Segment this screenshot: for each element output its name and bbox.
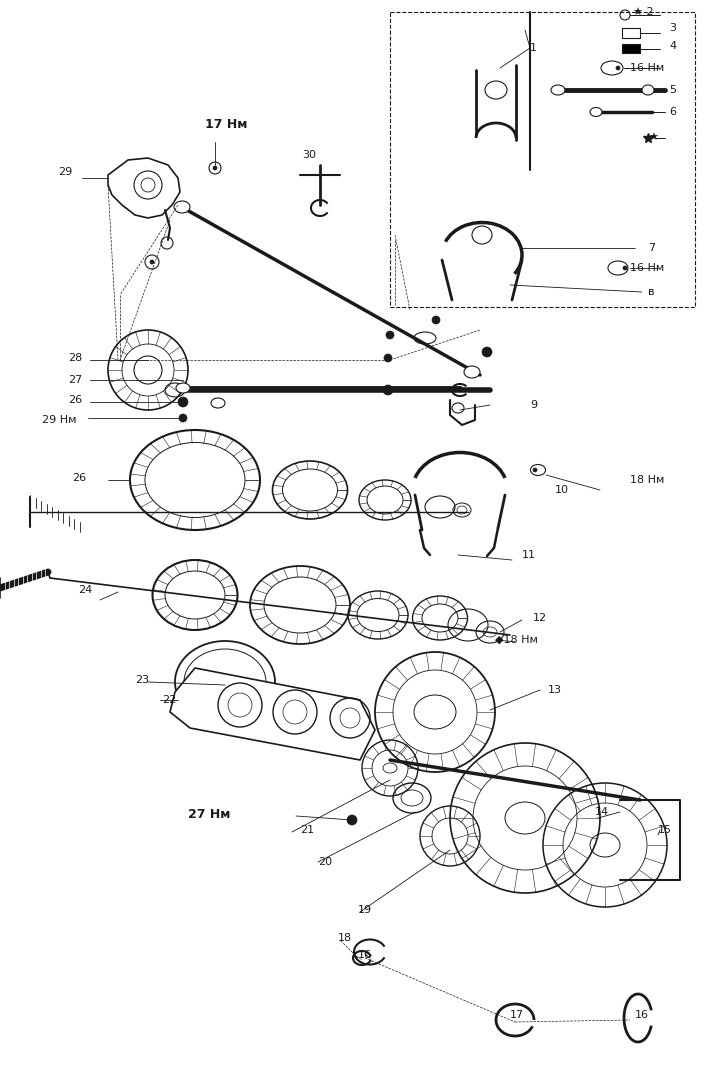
Circle shape — [623, 266, 627, 270]
Ellipse shape — [165, 383, 185, 397]
Text: 6: 6 — [669, 108, 676, 117]
Text: ◆18 Нм: ◆18 Нм — [495, 635, 538, 645]
Text: 14: 14 — [595, 807, 609, 817]
Circle shape — [386, 331, 394, 339]
Text: 10: 10 — [555, 485, 569, 494]
Ellipse shape — [464, 366, 480, 378]
Circle shape — [432, 316, 440, 324]
Text: 16: 16 — [635, 1010, 649, 1020]
Text: 4: 4 — [669, 41, 676, 51]
Text: 30: 30 — [302, 151, 316, 160]
Text: 17 Нм: 17 Нм — [205, 118, 247, 131]
Bar — [622, 44, 640, 53]
Text: 15: 15 — [658, 825, 672, 835]
Circle shape — [213, 166, 217, 170]
Text: 17: 17 — [510, 1010, 524, 1020]
Text: 19: 19 — [358, 905, 372, 915]
Text: 24: 24 — [78, 585, 93, 594]
Text: 29: 29 — [58, 167, 72, 177]
Ellipse shape — [176, 383, 190, 393]
Ellipse shape — [174, 201, 190, 213]
Text: 20: 20 — [318, 857, 332, 868]
Ellipse shape — [551, 85, 565, 95]
Text: 9: 9 — [530, 400, 537, 410]
Bar — [390, 12, 695, 307]
Text: 12: 12 — [533, 613, 547, 624]
Circle shape — [179, 414, 187, 422]
Text: 3: 3 — [669, 23, 676, 33]
Ellipse shape — [642, 85, 654, 95]
Text: 27: 27 — [68, 375, 82, 385]
Text: 28: 28 — [68, 353, 82, 363]
Text: 16 Нм: 16 Нм — [630, 63, 664, 73]
Circle shape — [533, 468, 537, 472]
Bar — [622, 28, 640, 38]
Text: ★ 2: ★ 2 — [633, 8, 654, 17]
Text: 23: 23 — [135, 675, 149, 685]
Text: 18 Нм: 18 Нм — [630, 475, 664, 485]
Circle shape — [178, 397, 188, 407]
Ellipse shape — [590, 108, 602, 116]
Circle shape — [383, 385, 393, 395]
Circle shape — [150, 260, 154, 264]
Text: в: в — [648, 287, 654, 297]
Text: 16: 16 — [358, 950, 372, 960]
Circle shape — [482, 347, 492, 357]
Text: 1: 1 — [530, 43, 537, 53]
Circle shape — [384, 354, 392, 362]
Text: 7: 7 — [648, 243, 655, 253]
Circle shape — [347, 815, 357, 825]
Text: 29 Нм: 29 Нм — [42, 415, 77, 425]
Text: 27 Нм: 27 Нм — [188, 808, 231, 821]
Polygon shape — [170, 668, 375, 760]
Text: 16 Нм: 16 Нм — [630, 263, 664, 273]
Text: 22: 22 — [162, 696, 176, 705]
Text: 26: 26 — [72, 473, 86, 483]
Text: 11: 11 — [522, 550, 536, 560]
Text: 21: 21 — [300, 825, 314, 835]
Text: 5: 5 — [669, 85, 676, 95]
Text: 18: 18 — [338, 933, 352, 943]
Text: ★: ★ — [648, 133, 658, 143]
Text: 13: 13 — [548, 685, 562, 696]
Circle shape — [616, 66, 620, 70]
Text: 26: 26 — [68, 395, 82, 405]
